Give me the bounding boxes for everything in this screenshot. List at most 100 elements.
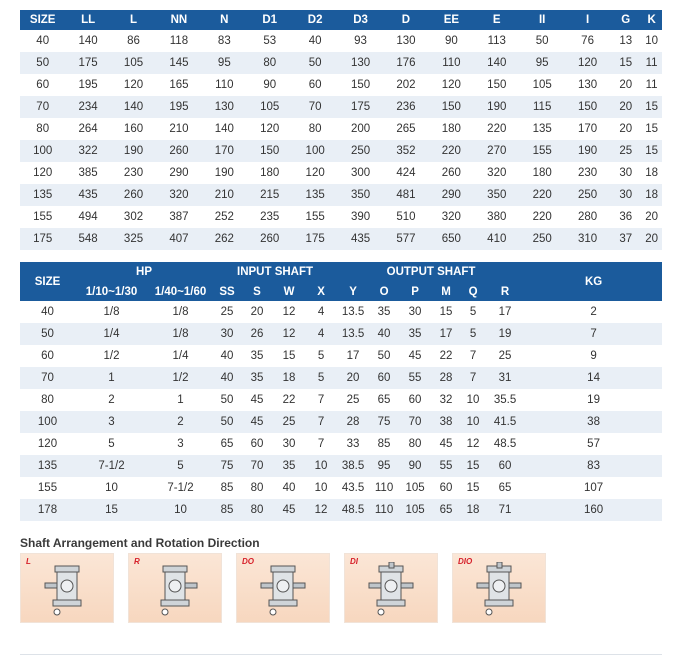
table-cell: 85 <box>369 433 400 455</box>
table-cell: 32 <box>431 389 462 411</box>
table-cell: 350 <box>474 184 520 206</box>
table-cell: 40 <box>292 30 338 52</box>
arrangement-card: DO <box>236 553 330 623</box>
table-cell: 19 <box>485 323 526 345</box>
table-cell: 220 <box>519 184 565 206</box>
table-cell: 12 <box>273 323 306 345</box>
table-cell: 13.5 <box>337 323 370 345</box>
table-cell: 410 <box>474 228 520 250</box>
table-cell: 7 <box>525 323 663 345</box>
table-cell: 210 <box>156 118 202 140</box>
table-cell: 150 <box>247 140 293 162</box>
column-header: D3 <box>337 10 384 30</box>
table-cell: 50 <box>213 411 242 433</box>
table-cell: 105 <box>399 477 432 499</box>
table-cell: 320 <box>474 162 520 184</box>
table-cell: 250 <box>519 228 565 250</box>
table-cell: 40 <box>369 323 400 345</box>
table-cell: 210 <box>201 184 248 206</box>
gearbox-right-icon <box>160 565 198 616</box>
table-cell: 390 <box>337 206 384 228</box>
column-header: D1 <box>247 10 293 30</box>
table-cell: 80 <box>20 389 75 411</box>
column-header: I <box>564 10 611 30</box>
table-cell: 260 <box>247 228 293 250</box>
table-cell: 55 <box>431 455 462 477</box>
table-cell: 1/8 <box>148 301 214 323</box>
table-cell: 322 <box>65 140 111 162</box>
table-cell: 130 <box>564 74 611 96</box>
table-cell: 190 <box>110 140 157 162</box>
column-header: D <box>383 10 429 30</box>
column-header: G <box>610 10 642 30</box>
table-cell: 19 <box>525 389 663 411</box>
table-row: 100 322 190 260 170 150 100 250 352 220 270 155 190 2… <box>20 140 662 162</box>
table-row: 50 175 105 145 95 80 50 130 176 110 140 95 120 15 11 <box>20 52 662 74</box>
table-cell: 60 <box>241 433 274 455</box>
column-header: EE <box>428 10 475 30</box>
table-cell: 548 <box>65 228 111 250</box>
table-cell: 290 <box>428 184 475 206</box>
table-cell: 155 <box>519 140 565 162</box>
table-cell: 435 <box>65 184 111 206</box>
table-cell: 11 <box>641 52 662 74</box>
table-cell: 175 <box>65 52 111 74</box>
table-cell: 195 <box>65 74 111 96</box>
arrangement-label: L <box>26 557 31 566</box>
table-cell: 30 <box>610 184 642 206</box>
table-cell: 110 <box>201 74 248 96</box>
table-cell: 40 <box>20 301 75 323</box>
arrangement-card: DIO <box>452 553 546 623</box>
dimension-table: SIZE LL L NN N D1 D2 D3 D EE E II I G K 40 140 86 118 83 53… <box>20 10 662 250</box>
shaft-arrangement-gallery: L R DO DI DIO <box>20 553 660 623</box>
table-cell: 1/2 <box>75 345 148 367</box>
table-cell: 86 <box>110 30 157 52</box>
table-cell: 190 <box>474 96 520 118</box>
table-cell: 95 <box>369 455 400 477</box>
table-cell: 95 <box>519 52 565 74</box>
table-cell: 48.5 <box>485 433 526 455</box>
table-cell: 40 <box>213 345 242 367</box>
table-cell: 50 <box>369 345 400 367</box>
table-cell: 385 <box>65 162 111 184</box>
table-cell: 14 <box>525 367 663 389</box>
table-cell: 424 <box>383 162 429 184</box>
table-cell: 4 <box>305 301 338 323</box>
gearbox-left-icon <box>44 565 82 616</box>
column-header: S <box>241 282 274 301</box>
table-cell: 220 <box>428 140 475 162</box>
table-cell: 7 <box>305 433 338 455</box>
table-cell: 75 <box>213 455 242 477</box>
table-cell: 494 <box>65 206 111 228</box>
table-cell: 25 <box>337 389 370 411</box>
table-cell: 13 <box>610 30 642 52</box>
power-shaft-table-group-header: SIZE HP INPUT SHAFT OUTPUT SHAFT KG <box>20 262 663 301</box>
table-cell: 260 <box>428 162 475 184</box>
table-cell: 215 <box>247 184 293 206</box>
table-cell: 230 <box>564 162 611 184</box>
table-cell: 120 <box>564 52 611 74</box>
table-row: 155 494 302 387 252 235 155 390 510 320 380 220 280 3… <box>20 206 662 228</box>
table-cell: 15 <box>273 345 306 367</box>
table-cell: 15 <box>610 52 642 74</box>
table-cell: 110 <box>369 477 400 499</box>
table-cell: 60 <box>431 477 462 499</box>
table-cell: 262 <box>201 228 248 250</box>
table-cell: 150 <box>428 96 475 118</box>
table-cell: 180 <box>247 162 293 184</box>
table-cell: 30 <box>273 433 306 455</box>
table-cell: 57 <box>525 433 663 455</box>
table-cell: 45 <box>241 411 274 433</box>
table-cell: 25 <box>485 345 526 367</box>
table-cell: 75 <box>369 411 400 433</box>
dimension-table-body: 40 140 86 118 83 53 40 93 130 90 113 50 76 13 10 50 175 1… <box>20 30 662 250</box>
table-cell: 150 <box>337 74 384 96</box>
kg-header: KG <box>525 262 663 301</box>
table-cell: 15 <box>641 140 662 162</box>
table-cell: 9 <box>525 345 663 367</box>
table-cell: 60 <box>20 74 66 96</box>
table-cell: 150 <box>564 96 611 118</box>
table-cell: 250 <box>337 140 384 162</box>
table-cell: 130 <box>337 52 384 74</box>
input-shaft-header: INPUT SHAFT <box>213 262 338 282</box>
